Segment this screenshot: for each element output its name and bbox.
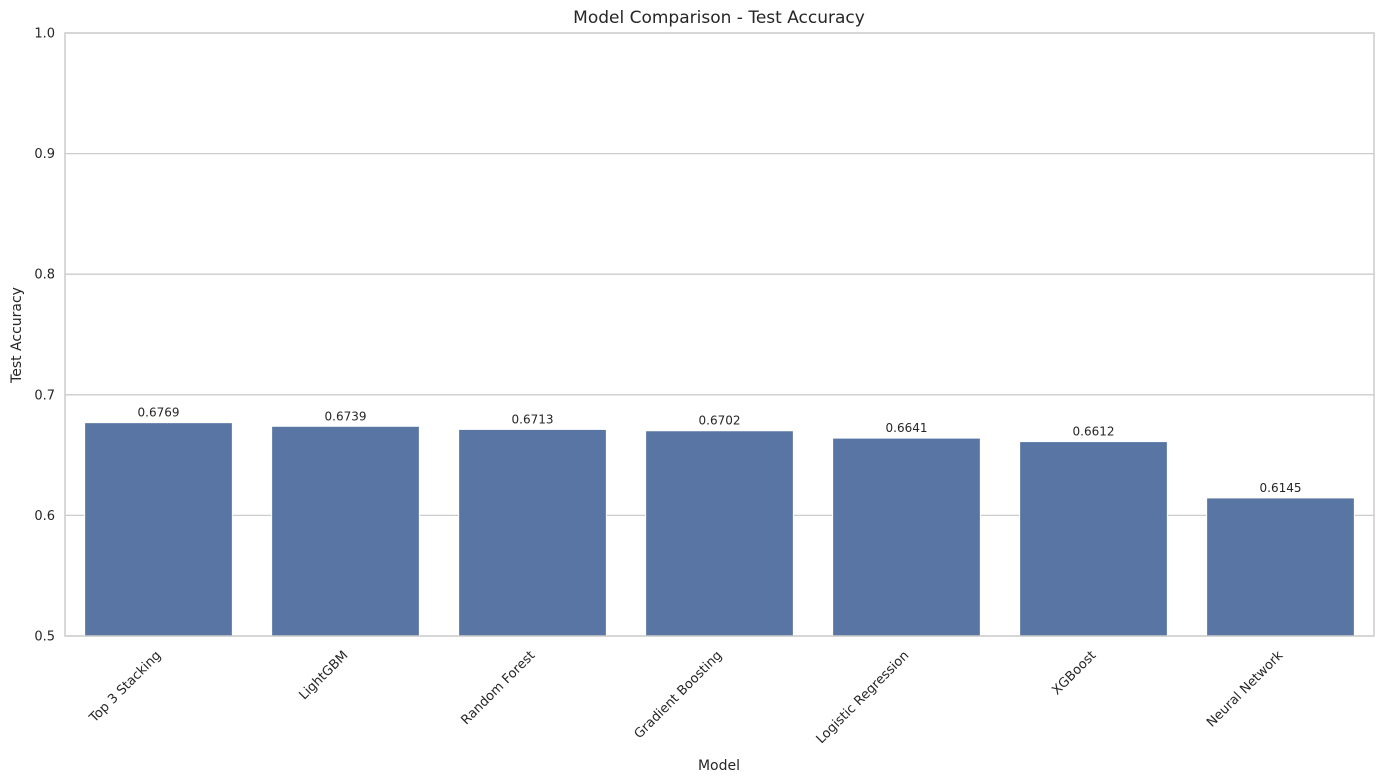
- data-label: 0.6612: [1073, 425, 1115, 439]
- data-label: 0.6739: [325, 409, 367, 423]
- x-tick-label: XGBoost: [1049, 648, 1099, 698]
- data-label: 0.6713: [512, 412, 554, 426]
- x-tick-label: Gradient Boosting: [632, 648, 726, 742]
- plot-border: [64, 32, 1375, 637]
- data-label: 0.6769: [138, 406, 180, 420]
- x-tick-label: Random Forest: [459, 648, 539, 728]
- bar: [832, 437, 981, 637]
- y-axis-label: Test Accuracy: [9, 287, 25, 384]
- y-tick-labels: 0.5 0.6 0.7 0.8 0.9 1.0: [34, 27, 55, 645]
- bar: [271, 425, 420, 637]
- bar: [458, 428, 607, 637]
- data-labels: 0.6769 0.6739 0.6713 0.6702 0.6641 0.6612 0.61…: [138, 406, 1302, 495]
- bar: [1019, 441, 1168, 637]
- bar: [645, 430, 794, 637]
- y-tick-label: 0.5: [34, 630, 55, 645]
- bar: [84, 422, 233, 637]
- data-label: 0.6641: [886, 421, 928, 435]
- y-tick-label: 1.0: [34, 27, 55, 42]
- bars: [84, 422, 1355, 637]
- x-tick-label: Top 3 Stacking: [86, 648, 164, 726]
- y-tick-label: 0.7: [34, 388, 55, 403]
- x-tick-label: LightGBM: [296, 648, 351, 703]
- x-axis-label: Model: [698, 758, 740, 774]
- x-tick-label: Neural Network: [1204, 648, 1287, 731]
- y-tick-label: 0.8: [34, 268, 55, 283]
- chart-title: Model Comparison - Test Accuracy: [573, 8, 865, 28]
- plot-frame: [64, 32, 1375, 637]
- data-label: 0.6145: [1260, 481, 1302, 495]
- y-tick-label: 0.9: [34, 147, 55, 162]
- bar: [1206, 497, 1355, 637]
- y-tick-label: 0.6: [34, 509, 55, 524]
- x-tick-label: Logistic Regression: [814, 648, 913, 747]
- data-label: 0.6702: [699, 414, 741, 428]
- x-tick-labels: Top 3 Stacking LightGBM Random Forest Gradi…: [86, 648, 1287, 747]
